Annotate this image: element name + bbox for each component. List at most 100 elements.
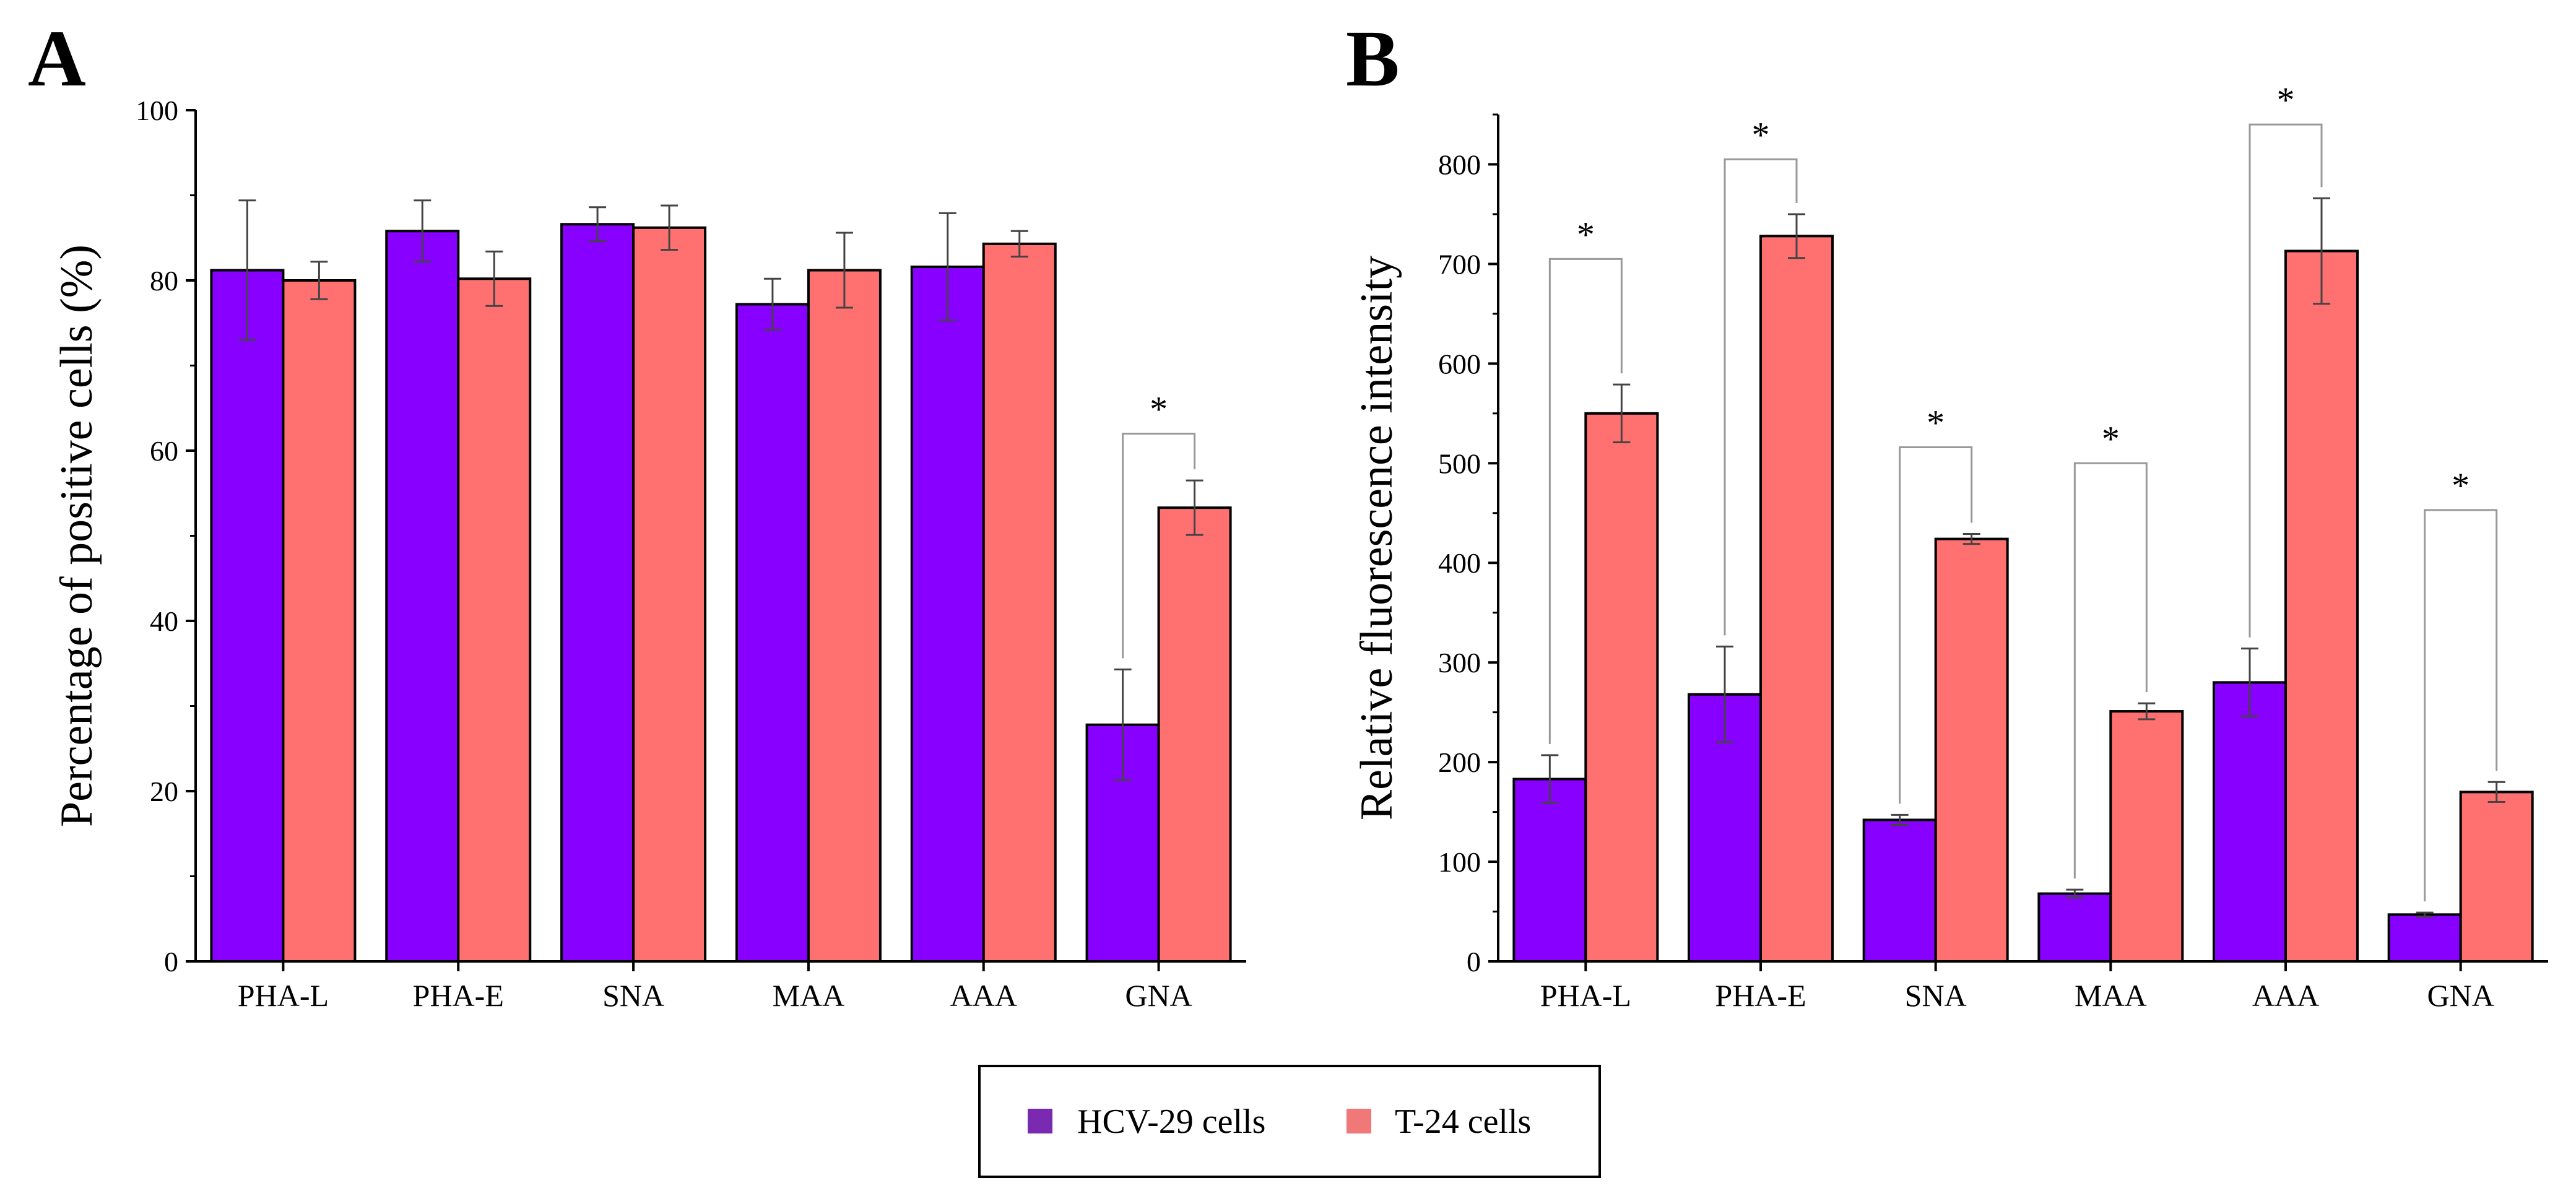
error-bar <box>1788 213 1805 259</box>
y-tick-label: 700 <box>1438 248 1481 280</box>
x-tick-label: MAA <box>2075 978 2147 1013</box>
error-bar <box>310 261 328 300</box>
bar-t-24-cells-pha-l <box>1584 412 1659 963</box>
error-bar <box>1891 813 1909 826</box>
panel-a: A Percentage of positive cells (%) * 0 20 40 6… <box>28 14 1246 1013</box>
x-tick-label: SNA <box>602 978 664 1013</box>
bar-hcv-29-cells-aaa <box>2213 681 2287 963</box>
y-tick-label: 100 <box>136 95 178 126</box>
x-tick-label: MAA <box>773 978 845 1013</box>
bar-t-24-cells-maa <box>807 269 882 963</box>
significance-bracket: * <box>1548 214 1623 744</box>
y-tick-label: 80 <box>150 265 178 297</box>
x-tick-label: GNA <box>1125 978 1192 1013</box>
significance-bracket: * <box>2424 466 2498 902</box>
y-tick-label: 600 <box>1438 348 1481 379</box>
significance-bracket: * <box>2249 80 2323 638</box>
bar-hcv-29-cells-aaa <box>910 266 985 963</box>
error-bar <box>1962 533 1980 545</box>
x-tick-label: PHA-E <box>413 978 504 1013</box>
x-tick-label: GNA <box>2427 978 2494 1013</box>
y-tick-label: 0 <box>1467 946 1481 977</box>
error-bar <box>2416 911 2434 918</box>
legend: HCV-29 cells T-24 cells <box>978 1065 1601 1178</box>
significance-star: * <box>1927 403 1945 443</box>
x-tick-label: PHA-L <box>1540 978 1631 1013</box>
error-bar <box>661 204 679 251</box>
bar-hcv-29-cells-pha-e <box>385 230 460 963</box>
legend-swatch-hcv29 <box>1028 1109 1052 1133</box>
significance-bracket: * <box>2073 418 2148 879</box>
significance-star: * <box>1752 115 1770 155</box>
y-tick-label: 20 <box>150 776 178 807</box>
error-bar <box>485 250 503 307</box>
y-axis-title: Percentage of positive cells (%) <box>51 245 102 827</box>
bar-t-24-cells-sna <box>1934 537 2009 963</box>
error-bar <box>414 199 432 263</box>
error-bar <box>939 212 956 322</box>
bar-t-24-cells-pha-e <box>457 277 532 963</box>
error-bar <box>1114 668 1132 781</box>
bar-hcv-29-cells-gna <box>2387 913 2462 963</box>
significance-bracket: * <box>1724 115 1798 636</box>
bar-t-24-cells-pha-e <box>1759 235 1834 963</box>
x-tick-label: PHA-E <box>1715 978 1806 1013</box>
error-bar <box>2066 888 2084 899</box>
y-tick-label: 40 <box>150 605 178 637</box>
error-bar <box>589 206 607 243</box>
error-bar <box>1010 230 1028 258</box>
significance-bracket: * <box>1122 389 1196 659</box>
y-tick-label: 60 <box>150 435 178 467</box>
legend-swatch-t24 <box>1347 1109 1371 1133</box>
x-tick-label: PHA-L <box>238 978 329 1013</box>
error-bar <box>1716 645 1733 743</box>
panel-letter: A <box>28 14 86 103</box>
bar-hcv-29-cells-sna <box>1862 818 1937 963</box>
bar-hcv-29-cells-maa <box>2037 892 2112 963</box>
error-bar <box>2313 197 2330 305</box>
y-tick-label: 100 <box>1438 846 1481 878</box>
bar-hcv-29-cells-maa <box>735 303 810 963</box>
bar-t-24-cells-gna <box>1157 506 1232 963</box>
bar-t-24-cells-sna <box>632 226 707 963</box>
bar-hcv-29-cells-pha-l <box>1512 778 1587 963</box>
bar-t-24-cells-gna <box>2459 791 2534 963</box>
x-tick-label: AAA <box>2252 978 2319 1013</box>
significance-bracket: * <box>1899 403 1973 804</box>
y-tick-label: 500 <box>1438 448 1481 479</box>
error-bar <box>2487 781 2505 803</box>
bar-t-24-cells-maa <box>2109 710 2184 963</box>
panel-b: B Relative fluorescence intensity * * * * * * 0 1… <box>1346 14 2548 1013</box>
x-tick-label: SNA <box>1905 978 1967 1013</box>
y-tick-label: 800 <box>1438 149 1481 180</box>
error-bar <box>2138 702 2156 721</box>
error-bar <box>1186 479 1203 536</box>
legend-label-t24: T-24 cells <box>1395 1103 1531 1141</box>
x-tick-label: AAA <box>950 978 1017 1013</box>
error-bar <box>238 199 256 341</box>
y-tick-label: 400 <box>1438 547 1481 579</box>
significance-star: * <box>2452 466 2470 506</box>
y-tick-label: 0 <box>164 946 178 977</box>
significance-star: * <box>2277 80 2295 120</box>
bar-t-24-cells-aaa <box>982 242 1057 963</box>
significance-star: * <box>2102 418 2120 459</box>
panel-letter: B <box>1346 14 1400 103</box>
legend-label-hcv29: HCV-29 cells <box>1077 1103 1265 1141</box>
error-bar <box>835 232 853 309</box>
y-axis-title: Relative fluorescence intensity <box>1351 256 1402 820</box>
significance-star: * <box>1577 214 1595 254</box>
bar-t-24-cells-pha-l <box>282 279 357 963</box>
legend-border <box>978 1065 1601 1178</box>
y-tick-label: 200 <box>1438 747 1481 778</box>
bar-hcv-29-cells-pha-l <box>210 269 285 963</box>
error-bar <box>763 277 781 331</box>
significance-star: * <box>1150 389 1168 430</box>
error-bar <box>1613 383 1631 443</box>
bar-hcv-29-cells-sna <box>560 223 635 963</box>
bar-t-24-cells-aaa <box>2284 249 2359 963</box>
y-tick-label: 300 <box>1438 647 1481 678</box>
error-bar <box>1541 754 1559 804</box>
error-bar <box>2241 648 2258 717</box>
